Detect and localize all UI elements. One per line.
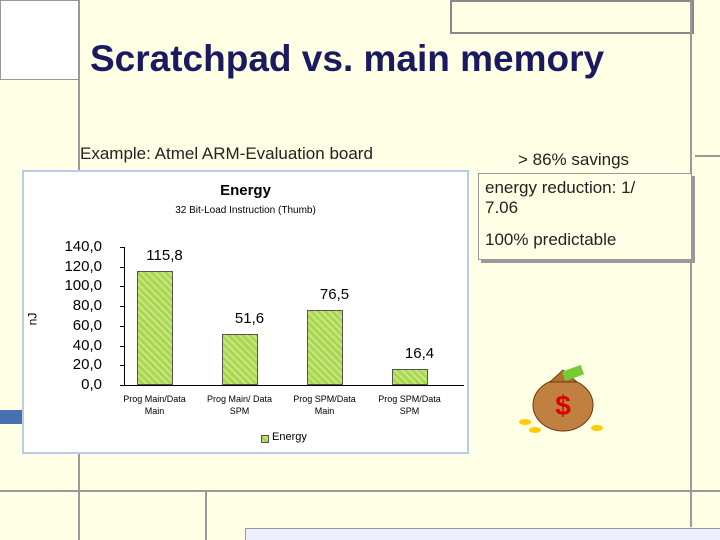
x-tick-label: Prog Main/ Data SPM (206, 394, 273, 416)
x-tick-label: Prog SPM/Data Main (293, 394, 356, 416)
y-axis-label: nJ (25, 312, 40, 326)
tick-mark (120, 385, 124, 386)
bar (136, 270, 173, 385)
chart-subtitle: 32 Bit-Load Instruction (Thumb) (175, 205, 316, 216)
tick-mark (120, 266, 124, 268)
bar (391, 368, 428, 385)
x-tick-label: Prog SPM/Data SPM (378, 394, 441, 416)
tick-mark (120, 345, 124, 347)
bar (221, 334, 258, 385)
y-tick-label: 120,0 (64, 257, 102, 275)
decor (205, 490, 207, 540)
bar (306, 309, 343, 385)
x-tick-label: Prog Main/Data Main (123, 394, 186, 416)
decor (0, 410, 22, 424)
tick-mark (120, 286, 124, 288)
legend-swatch (261, 435, 269, 443)
value-label: 115,8 (146, 246, 183, 264)
y-tick-label: 60,0 (72, 316, 102, 334)
reduction: energy reduction: 1/ 7.06 (485, 178, 636, 217)
tick-mark (120, 325, 124, 327)
savings: > 86% savings (518, 150, 630, 169)
svg-text:$: $ (555, 390, 571, 421)
y-tick-label: 20,0 (72, 356, 102, 374)
value-label: 16,4 (404, 344, 435, 362)
y-tick-label: 40,0 (72, 336, 102, 354)
decor (0, 0, 80, 80)
y-tick-label: 0,0 (81, 376, 102, 393)
decor (690, 0, 692, 527)
example: Example: Atmel ARM-Evaluation board (80, 144, 373, 163)
decor (245, 528, 720, 540)
predictable: 100% predictable (485, 230, 617, 249)
chart: Energy 32 Bit-Load Instruction (Thumb) n… (22, 170, 469, 454)
decor (450, 0, 694, 34)
y-tick-label: 140,0 (64, 238, 102, 255)
y-tick-label: 100,0 (64, 277, 102, 295)
y-axis (124, 247, 125, 385)
value-label: 76,5 (319, 285, 350, 303)
decor (695, 155, 720, 157)
tick-mark (120, 247, 124, 248)
text-box: energy reduction: 1/ 7.06 100% predictab… (478, 173, 692, 260)
tick-mark (120, 306, 124, 308)
decor (0, 490, 720, 492)
legend-label: Energy (272, 431, 307, 443)
x-axis (124, 385, 464, 386)
title: Scratchpad vs. main memory (90, 38, 605, 79)
value-label: 51,6 (234, 310, 265, 328)
chart-title: Energy (220, 182, 271, 199)
y-tick-label: 80,0 (72, 297, 102, 315)
tick-mark (120, 365, 124, 367)
money-bag-icon: $ (519, 364, 603, 433)
